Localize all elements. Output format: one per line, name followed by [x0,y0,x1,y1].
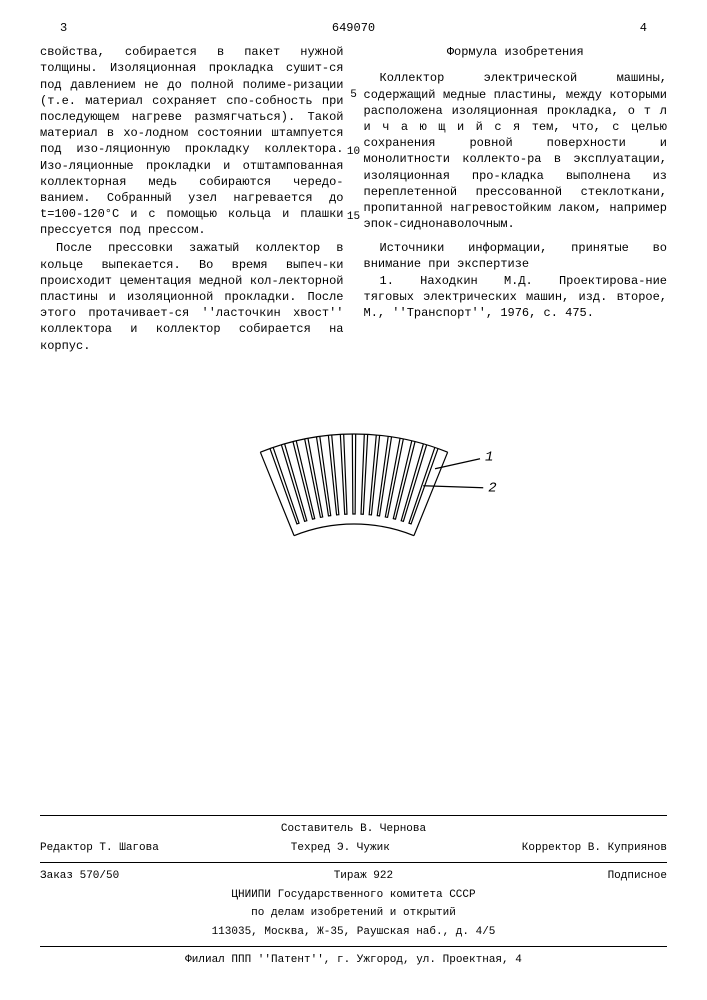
footer-address1: 113035, Москва, Ж-35, Раушская наб., д. … [40,923,667,942]
footer-filial: Филиал ППП ''Патент'', г. Ужгород, ул. П… [40,951,667,970]
right-column: Формула изобретения Коллектор электричес… [364,44,668,354]
footer-compiler: Составитель В. Чернова [40,820,667,839]
footer-tirazh: Тираж 922 [334,869,393,884]
page-number-left: 3 [60,20,67,36]
footer-techred: Техред Э. Чужик [291,841,390,856]
collector-diagram: 12 [40,394,667,579]
line-marker-5: 5 [350,88,357,103]
line-marker-10: 10 [347,145,360,160]
left-column: свойства, собирается в пакет нужной толщ… [40,44,344,354]
line-marker-15: 15 [347,210,360,225]
footer-org2: по делам изобретений и открытий [40,904,667,923]
claim-text: Коллектор электрической машины, содержащ… [364,70,668,232]
svg-text:2: 2 [488,480,496,496]
svg-text:1: 1 [485,449,493,465]
header: 3 649070 4 [40,20,667,36]
patent-number: 649070 [332,20,375,36]
source-1: 1. Находкин М.Д. Проектирова-ние тяговых… [364,273,668,322]
diagram-svg: 12 [154,394,554,574]
formula-title: Формула изобретения [364,44,668,60]
footer-editor: Редактор Т. Шагова [40,841,159,856]
left-text-1: свойства, собирается в пакет нужной толщ… [40,44,344,238]
footer-corrector: Корректор В. Куприянов [522,841,667,856]
left-text-2: После прессовки зажатый коллектор в коль… [40,240,344,353]
sources-title: Источники информации, принятые во вниман… [364,240,668,272]
footer-subscription: Подписное [608,869,667,884]
footer: Составитель В. Чернова Редактор Т. Шагов… [0,811,707,1000]
footer-org1: ЦНИИПИ Государственного комитета СССР [40,886,667,905]
page-number-right: 4 [640,20,647,36]
footer-order: Заказ 570/50 [40,869,119,884]
